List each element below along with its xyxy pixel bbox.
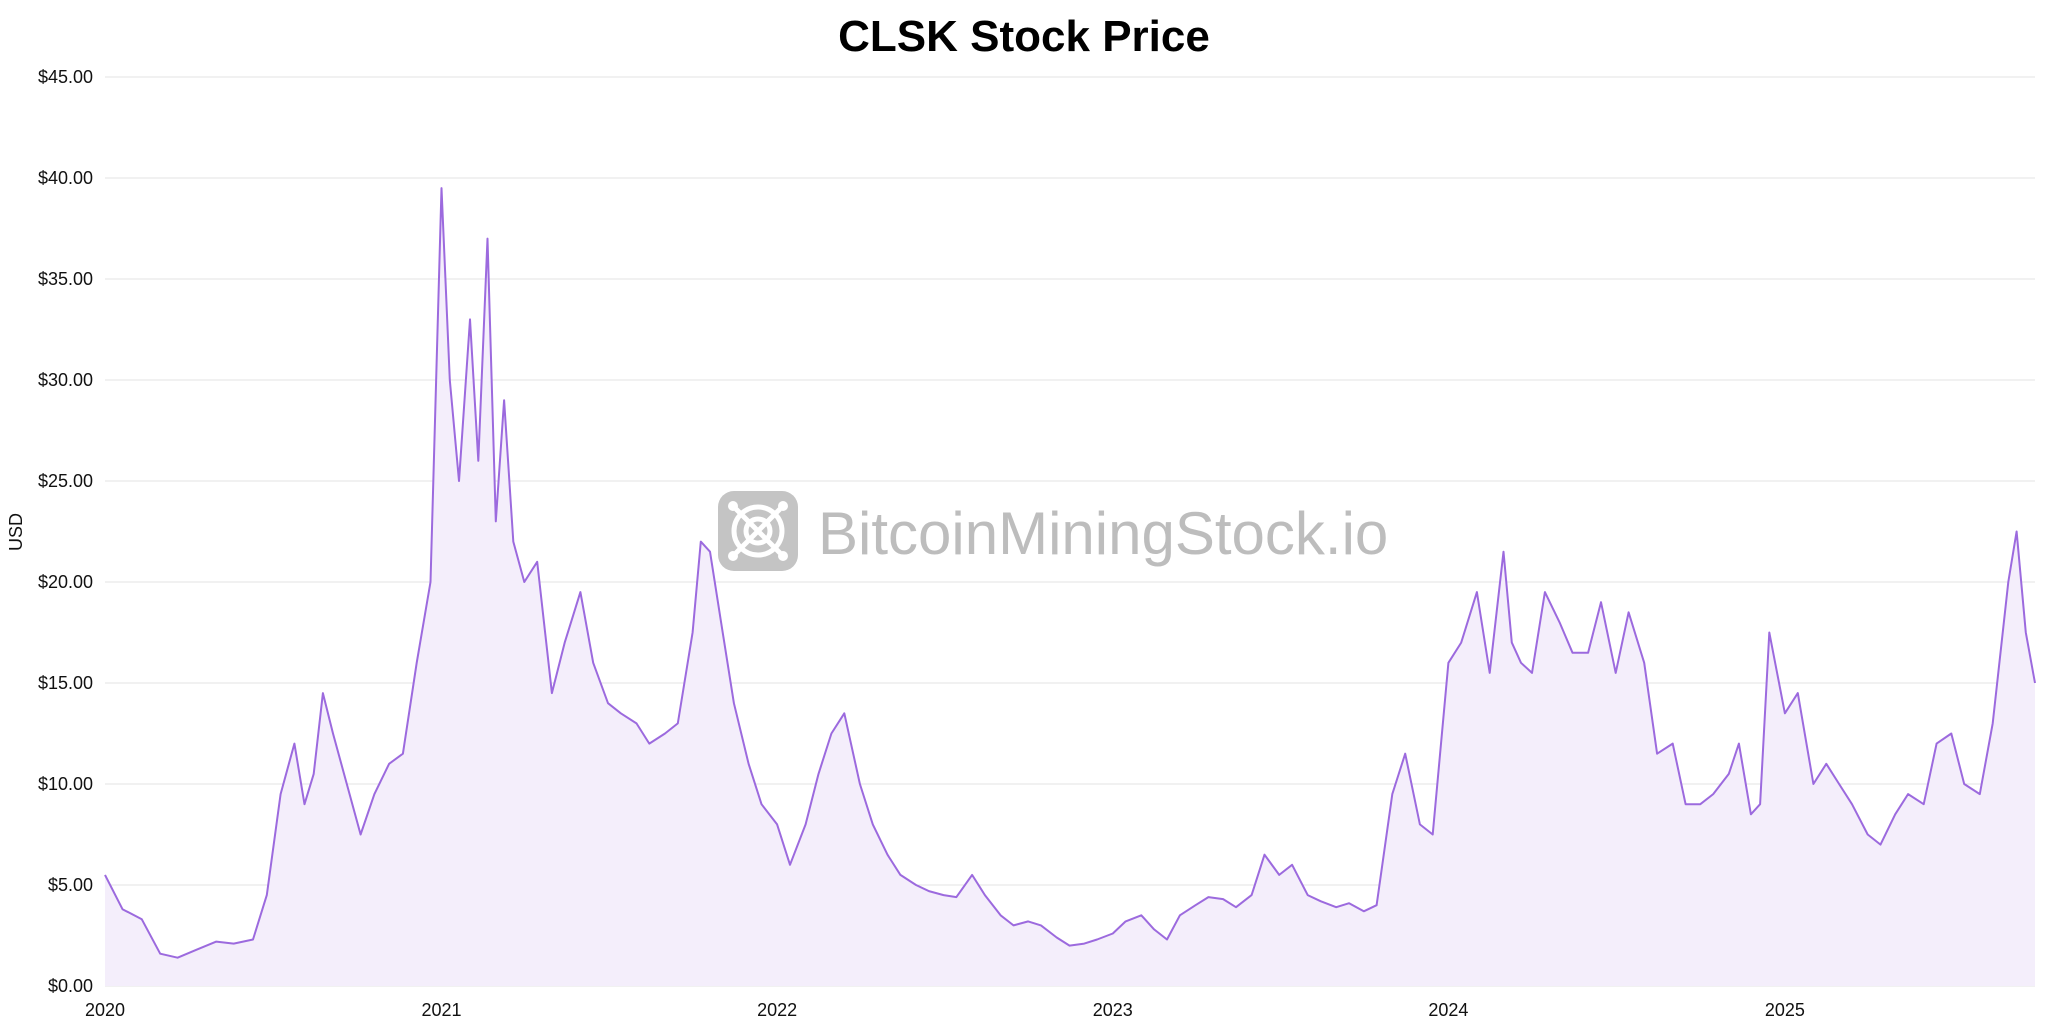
y-tick-label: $0.00 — [48, 976, 93, 996]
y-tick-label: $10.00 — [38, 774, 93, 794]
y-tick-label: $5.00 — [48, 875, 93, 895]
price-area-fill — [105, 188, 2035, 987]
x-tick-label: 2023 — [1093, 1000, 1133, 1020]
x-axis: 2020 2021 2022 2023 2024 2025 — [85, 1000, 1805, 1020]
x-tick-label: 2021 — [422, 1000, 462, 1020]
y-tick-label: $45.00 — [38, 67, 93, 87]
y-axis-title: USD — [6, 513, 26, 551]
x-tick-label: 2020 — [85, 1000, 125, 1020]
x-tick-label: 2025 — [1765, 1000, 1805, 1020]
y-tick-label: $30.00 — [38, 370, 93, 390]
y-tick-label: $40.00 — [38, 168, 93, 188]
price-line — [104, 187, 2036, 959]
y-tick-label: $35.00 — [38, 269, 93, 289]
y-tick-label: $20.00 — [38, 572, 93, 592]
watermark: BitcoinMiningStock.io — [718, 491, 1388, 571]
y-axis: $0.00 $5.00 $10.00 $15.00 $20.00 $25.00 $30.00… — [38, 67, 93, 996]
x-tick-label: 2022 — [757, 1000, 797, 1020]
y-tick-label: $15.00 — [38, 673, 93, 693]
y-tick-label: $25.00 — [38, 471, 93, 491]
chart-title: CLSK Stock Price — [838, 12, 1210, 61]
x-tick-label: 2024 — [1428, 1000, 1468, 1020]
watermark-text: BitcoinMiningStock.io — [818, 500, 1388, 567]
